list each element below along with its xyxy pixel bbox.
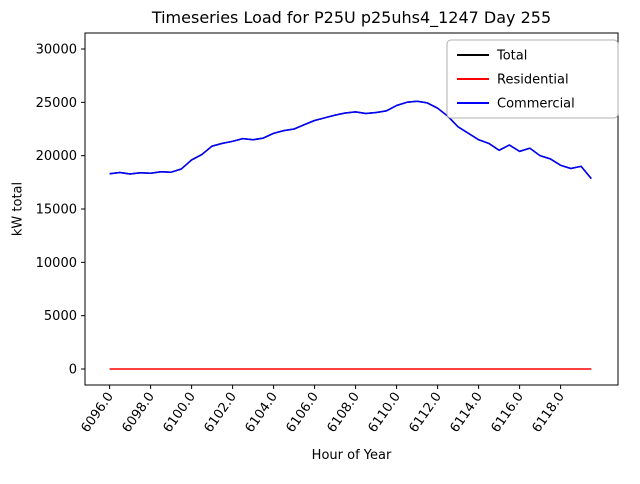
legend-label-total: Total	[496, 49, 527, 64]
x-tick-label: 6100.0	[160, 390, 198, 436]
y-tick-label: 15000	[36, 203, 77, 218]
y-tick-label: 5000	[44, 309, 77, 324]
y-tick-label: 0	[69, 363, 77, 378]
x-tick-label: 6098.0	[119, 390, 157, 436]
y-axis-label: kW total	[10, 181, 26, 237]
legend-label-commercial: Commercial	[497, 97, 575, 112]
legend-box	[446, 39, 619, 119]
chart-title: Timeseries Load for P25U p25uhs4_1247 Da…	[151, 8, 552, 27]
x-tick-label: 6112.0	[406, 390, 444, 436]
y-tick-label: 30000	[36, 43, 77, 58]
y-tick-label: 20000	[36, 149, 77, 164]
x-tick-label: 6104.0	[242, 390, 280, 436]
series-line-commercial	[109, 100, 592, 180]
x-tick-label: 6106.0	[283, 390, 321, 436]
x-tick-label: 6102.0	[201, 390, 239, 436]
y-tick-label: 10000	[36, 256, 77, 271]
legend-label-residential: Residential	[497, 73, 569, 88]
y-tick-label: 25000	[36, 96, 77, 111]
x-tick-label: 6116.0	[488, 390, 526, 436]
x-tick-label: 6110.0	[365, 390, 403, 436]
x-tick-label: 6114.0	[447, 390, 485, 436]
x-tick-label: 6108.0	[324, 390, 362, 436]
x-tick-label: 6118.0	[529, 390, 567, 436]
x-axis-label: Hour of Year	[311, 448, 392, 463]
x-tick-label: 6096.0	[78, 390, 116, 436]
